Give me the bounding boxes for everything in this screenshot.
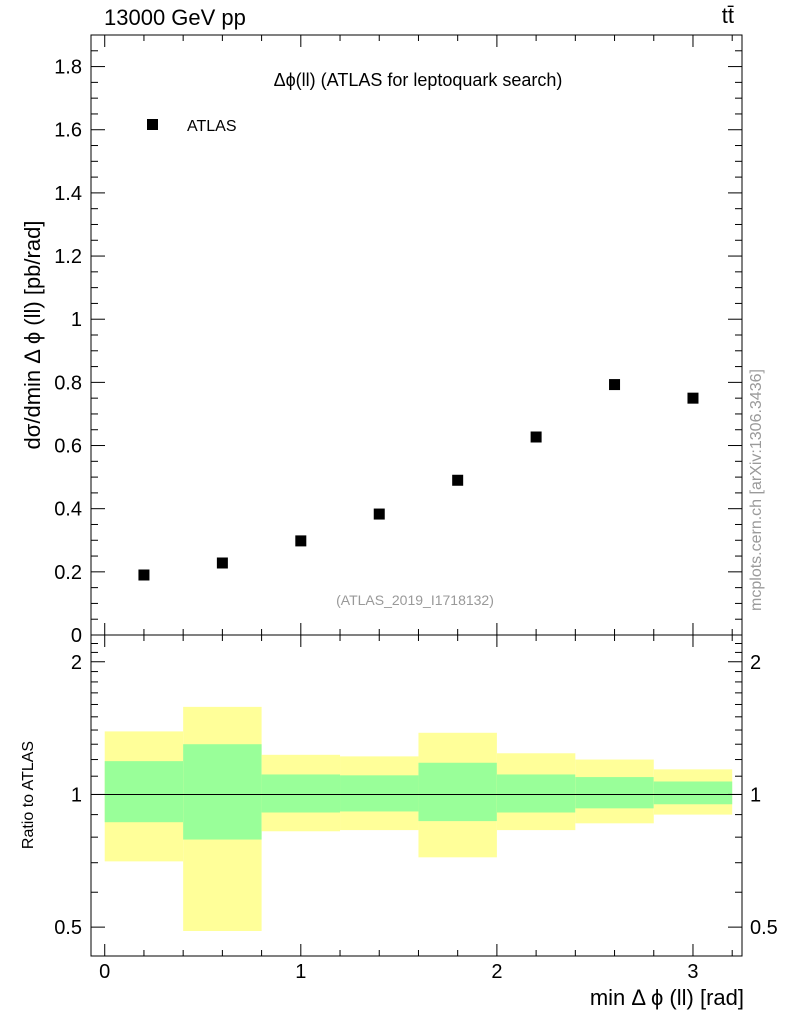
stat-uncertainty-band-0 bbox=[104, 761, 184, 823]
ratio-plot-frame bbox=[90, 634, 743, 957]
main-plot-title: Δϕ(ll) (ATLAS for leptoquark search) bbox=[274, 70, 563, 90]
stat-uncertainty-band-2 bbox=[261, 774, 341, 813]
ratio-bands bbox=[104, 706, 733, 931]
stat-uncertainty-band-4 bbox=[418, 762, 497, 822]
ratio-y-tick-label-right-1: 1 bbox=[750, 784, 761, 806]
x-tick-label-0: 0 bbox=[99, 961, 110, 983]
x-tick-label-1: 1 bbox=[295, 961, 306, 983]
stat-uncertainty-band-7 bbox=[653, 781, 733, 805]
main-y-tick-label-1: 0.2 bbox=[54, 562, 82, 584]
stat-uncertainty-band-5 bbox=[496, 774, 576, 813]
main-data-points bbox=[138, 379, 699, 581]
data-point-1 bbox=[216, 557, 228, 569]
x-tick-label-2: 2 bbox=[491, 961, 502, 983]
data-point-4 bbox=[452, 474, 464, 486]
main-y-tick-label-8: 1.6 bbox=[54, 120, 82, 142]
ratio-y-tick-label-right-0: 0.5 bbox=[750, 917, 778, 939]
ratio-y-tick-label-2: 2 bbox=[71, 652, 82, 674]
data-point-6 bbox=[609, 379, 621, 391]
ratio-y-tick-label-0: 0.5 bbox=[54, 917, 82, 939]
data-point-2 bbox=[295, 535, 307, 547]
main-y-tick-label-5: 1 bbox=[71, 309, 82, 331]
main-y-tick-label-4: 0.8 bbox=[54, 372, 82, 394]
analysis-id-label: (ATLAS_2019_I1718132) bbox=[336, 592, 494, 608]
data-point-5 bbox=[530, 431, 542, 443]
legend-label-atlas: ATLAS bbox=[187, 118, 237, 135]
ratio-y-tick-label-1: 1 bbox=[71, 784, 82, 806]
x-tick-label-3: 3 bbox=[687, 961, 698, 983]
ratio-y-tick-label-right-2: 2 bbox=[750, 652, 761, 674]
main-y-tick-label-9: 1.8 bbox=[54, 57, 82, 79]
data-point-3 bbox=[373, 508, 385, 520]
header-process-label: 13000 GeV pp bbox=[104, 5, 246, 30]
main-y-tick-label-3: 0.6 bbox=[54, 436, 82, 458]
header-final-state-label: tt̄ bbox=[721, 3, 734, 28]
data-point-7 bbox=[687, 392, 699, 404]
main-y-tick-label-2: 0.4 bbox=[54, 499, 82, 521]
stat-uncertainty-band-1 bbox=[183, 744, 262, 840]
main-y-tick-label-6: 1.2 bbox=[54, 246, 82, 268]
data-point-0 bbox=[138, 569, 150, 581]
main-y-tick-label-0: 0 bbox=[71, 625, 82, 647]
x-axis-label: min Δ ϕ (ll) [rad] bbox=[589, 985, 744, 1010]
stat-uncertainty-band-3 bbox=[340, 775, 419, 812]
main-y-tick-label-7: 1.4 bbox=[54, 183, 82, 205]
stat-uncertainty-band-6 bbox=[575, 777, 654, 809]
legend-marker-atlas bbox=[147, 119, 158, 130]
axis-ticks: 0 1 2 3 0 0.2 0.4 0.6 0.8 1 1.2 1.4 1.6 1.8 0.5 0.5 1 1 2 2 bbox=[54, 34, 778, 983]
